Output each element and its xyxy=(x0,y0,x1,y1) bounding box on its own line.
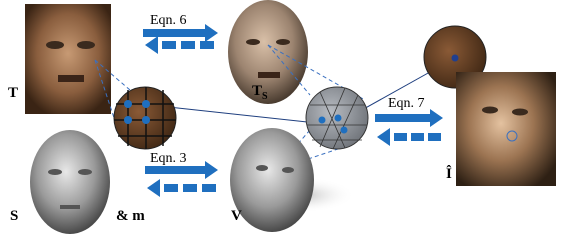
page: {"labels": {"texture": "T", "textured_me… xyxy=(0,0,563,246)
shape-eye xyxy=(48,169,62,175)
shape-mouth xyxy=(60,205,80,209)
equation-label: Eqn. 6 xyxy=(150,13,187,28)
equation-label: Eqn. 3 xyxy=(150,151,187,166)
textured-mesh xyxy=(228,0,308,104)
texture-mouth xyxy=(58,75,84,82)
texture-eye xyxy=(46,41,64,49)
arrow-back-dashes xyxy=(394,133,441,141)
vertex-eye xyxy=(282,167,294,173)
shape-mesh xyxy=(30,130,110,234)
equation-label: Eqn. 7 xyxy=(388,96,425,111)
vertex-mesh xyxy=(230,128,314,232)
vertices-label: V xyxy=(231,208,242,224)
arrow-back xyxy=(147,179,160,197)
mesh-eye xyxy=(246,39,260,45)
texture-eye xyxy=(77,41,95,49)
arrow-back xyxy=(377,128,390,146)
arrow-forward xyxy=(375,109,443,127)
label-main: T xyxy=(252,83,262,99)
image-eye xyxy=(482,107,498,114)
mesh-eye xyxy=(276,39,290,45)
arrow-back-dashes xyxy=(162,41,214,49)
texture-label: T xyxy=(8,85,18,101)
input-image xyxy=(456,72,556,186)
texture-image xyxy=(25,4,111,114)
diagram: T TS Eqn. 6 Eqn. 7 xyxy=(0,0,563,246)
arrow-back-dashes xyxy=(164,184,216,192)
image-label: Î xyxy=(446,165,452,182)
mesh-mouth xyxy=(258,72,280,78)
mask-label: & m xyxy=(116,208,145,224)
vertex-eye xyxy=(256,165,268,171)
shape-label: S xyxy=(10,208,18,224)
image-eye xyxy=(512,109,528,116)
arrow-back xyxy=(145,36,158,54)
label-sub: S xyxy=(262,91,268,102)
shape-eye xyxy=(78,169,92,175)
zoom-image-dot xyxy=(452,55,459,62)
